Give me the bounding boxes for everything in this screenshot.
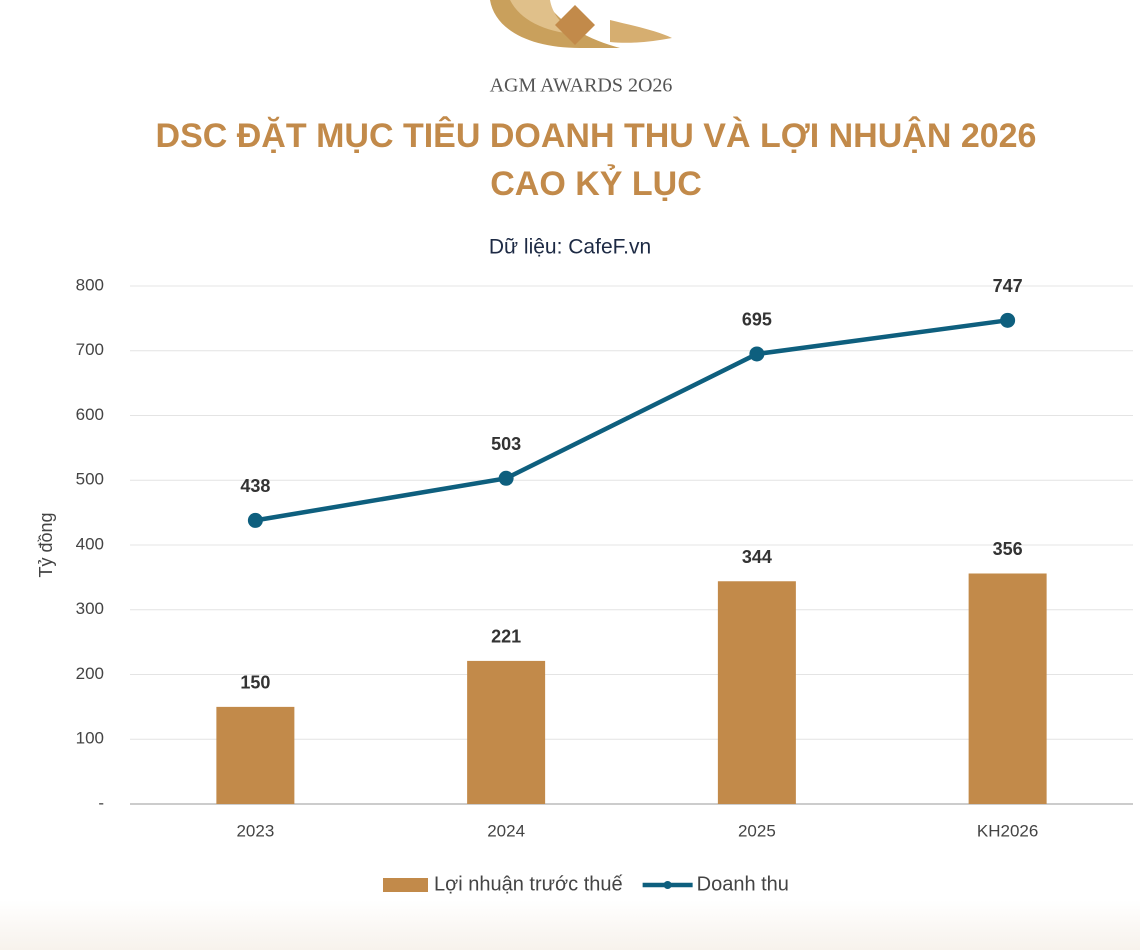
value-label: 356 <box>993 539 1023 559</box>
x-tick-label: 2024 <box>487 821 525 840</box>
y-tick-label: 200 <box>76 664 104 683</box>
value-label: 438 <box>240 476 270 496</box>
point <box>1000 312 1016 328</box>
y-tick-label: 600 <box>76 405 104 424</box>
value-label: 344 <box>742 547 772 567</box>
y-tick-label: - <box>98 793 104 812</box>
y-tick-label: 800 <box>76 275 104 294</box>
legend-label: Lợi nhuận trước thuế <box>434 873 623 895</box>
bar <box>717 581 796 804</box>
y-tick-label: 300 <box>76 599 104 618</box>
value-label: 221 <box>491 627 521 647</box>
value-label: 150 <box>240 673 270 693</box>
bar <box>216 706 295 804</box>
legend-swatch <box>663 881 672 889</box>
point <box>247 512 263 528</box>
y-tick-label: 500 <box>76 470 104 489</box>
x-tick-label: 2025 <box>738 821 776 840</box>
y-tick-label: 700 <box>76 340 104 359</box>
value-label: 695 <box>742 310 772 330</box>
legend-swatch <box>383 878 428 892</box>
y-axis-label: Tỷ đồng <box>36 512 56 577</box>
logo-text: AGM AWARDS 2O26 <box>490 75 673 97</box>
x-tick-label: 2023 <box>236 821 274 840</box>
chart-title: DSC ĐẶT MỤC TIÊU DOANH THU VÀ LỢI NHUẬN … <box>155 117 1037 203</box>
y-tick-label: 400 <box>76 534 104 553</box>
bar <box>968 573 1047 804</box>
value-label: 747 <box>993 276 1023 296</box>
point <box>749 346 765 362</box>
line <box>255 318 1008 523</box>
value-label: 503 <box>491 434 521 454</box>
logo-mark <box>490 0 672 48</box>
bar <box>467 660 546 804</box>
point <box>498 470 514 486</box>
y-tick-label: 100 <box>76 729 104 748</box>
legend-label: Doanh thu <box>697 873 789 895</box>
chart-subtitle: Dữ liệu: CafeF.vn <box>489 236 651 259</box>
x-tick-label: KH2026 <box>977 821 1038 840</box>
